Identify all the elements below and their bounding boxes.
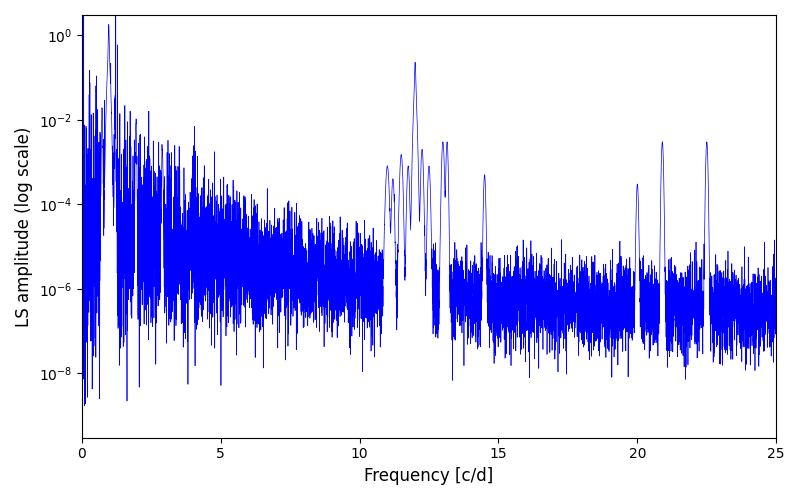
Y-axis label: LS amplitude (log scale): LS amplitude (log scale) xyxy=(15,126,33,326)
X-axis label: Frequency [c/d]: Frequency [c/d] xyxy=(364,467,494,485)
